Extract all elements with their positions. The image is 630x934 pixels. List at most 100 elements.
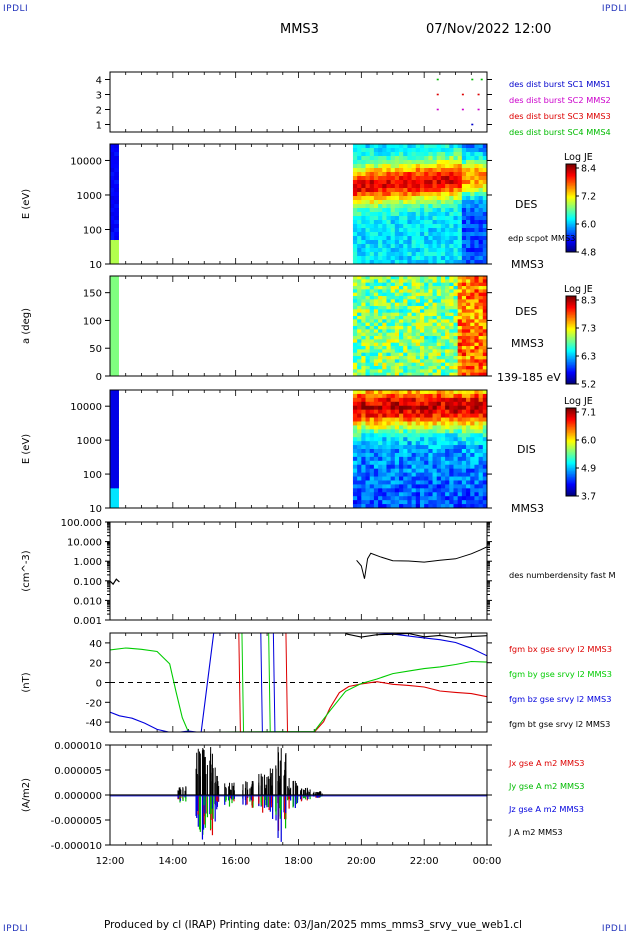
spectrogram-cell bbox=[114, 362, 119, 367]
spectrogram-cell bbox=[453, 276, 459, 280]
spectrogram-cell bbox=[424, 356, 429, 360]
colorbar-tick-label: 7.3 bbox=[581, 324, 596, 335]
spectrogram-cell bbox=[411, 342, 417, 347]
spectrogram-cell bbox=[424, 279, 429, 284]
spectrogram-cell bbox=[436, 184, 442, 189]
spectrogram-cell bbox=[411, 488, 417, 493]
spectrogram-cell bbox=[440, 492, 446, 497]
spectrogram-cell bbox=[369, 196, 375, 201]
spectrogram-cell bbox=[382, 296, 388, 300]
spectrogram-cell bbox=[373, 276, 379, 280]
spectrogram-cell bbox=[482, 228, 487, 233]
colorbar-strip bbox=[566, 181, 576, 184]
spectrogram-cell bbox=[369, 421, 375, 426]
spectrogram-cell bbox=[382, 188, 388, 193]
spectrogram-cell bbox=[407, 504, 413, 508]
spectrogram-cell bbox=[373, 236, 379, 241]
spectrogram-cell bbox=[445, 244, 450, 249]
spectrogram-cell bbox=[432, 312, 438, 317]
spectrogram-cell bbox=[470, 504, 476, 508]
spectrogram-cell bbox=[114, 441, 119, 446]
spectrogram-cell bbox=[432, 309, 438, 314]
spectrogram-cell bbox=[436, 220, 442, 225]
spectrogram-cell bbox=[365, 332, 371, 337]
spectrogram-cell bbox=[461, 224, 467, 229]
spectrogram-cell bbox=[386, 204, 392, 209]
spectrogram-cell bbox=[436, 456, 442, 462]
spectrogram-cell bbox=[440, 144, 446, 149]
spectrogram-cell bbox=[440, 299, 446, 304]
spectrogram-cell bbox=[436, 204, 442, 209]
spectrogram-cell bbox=[461, 336, 467, 340]
spectrogram-cell bbox=[361, 464, 367, 470]
spectrogram-cell bbox=[457, 299, 463, 304]
spectrogram-cell bbox=[114, 204, 119, 209]
spectrogram-cell bbox=[411, 480, 417, 485]
spectrogram-cell bbox=[470, 405, 476, 411]
spectrogram-cell bbox=[432, 232, 438, 237]
right-annotation: fgm by gse srvy l2 MMS3 bbox=[509, 669, 612, 679]
spectrogram-cell bbox=[453, 208, 459, 213]
spectrogram-cell bbox=[378, 336, 383, 340]
spectrogram-cell bbox=[399, 148, 404, 153]
spectrogram-cell bbox=[474, 184, 480, 189]
spectrogram-cell bbox=[453, 369, 459, 374]
spectrogram-cell bbox=[419, 236, 425, 241]
spectrogram-cell bbox=[386, 312, 392, 317]
spectrogram-cell bbox=[419, 289, 425, 294]
spectrogram-cell bbox=[394, 441, 400, 446]
spectrogram-cell bbox=[369, 445, 375, 450]
spectrogram-cell bbox=[394, 144, 400, 149]
spectrogram-cell bbox=[436, 276, 442, 280]
spectrogram-cell bbox=[478, 224, 484, 229]
spectrogram-cell bbox=[394, 302, 400, 307]
spectrogram-cell bbox=[373, 433, 379, 438]
spectrogram-cell bbox=[357, 252, 362, 257]
spectrogram-cell bbox=[470, 309, 476, 314]
spectrogram-cell bbox=[461, 359, 467, 364]
spectrogram-cell bbox=[386, 352, 392, 357]
spectrogram-cell bbox=[440, 359, 446, 364]
spectrogram-cell bbox=[403, 346, 409, 350]
spectrogram-cell bbox=[361, 405, 367, 411]
spectrogram-cell bbox=[369, 208, 375, 213]
spectrogram-cell bbox=[365, 452, 371, 458]
spectrogram-cell bbox=[470, 200, 476, 205]
spectrogram-cell bbox=[466, 480, 471, 485]
spectrogram-cell bbox=[457, 401, 463, 407]
spectrogram-cell bbox=[382, 256, 388, 261]
spectrogram-cell bbox=[470, 372, 476, 376]
spectrogram-cell bbox=[407, 390, 413, 395]
right-annotation: MMS3 bbox=[511, 258, 544, 271]
spectrogram-cell bbox=[399, 299, 404, 304]
colorbar-strip bbox=[566, 437, 576, 440]
spectrogram-cell bbox=[352, 292, 358, 297]
colorbar-strip bbox=[566, 165, 576, 168]
spectrogram-cell bbox=[424, 168, 429, 173]
colorbar-strip bbox=[566, 306, 576, 309]
field-jump bbox=[238, 633, 241, 732]
spectrogram-cell bbox=[419, 252, 425, 257]
spectrogram-cell bbox=[114, 372, 119, 376]
y-tick-label: 10000 bbox=[70, 156, 102, 167]
colorbar-strip bbox=[566, 491, 576, 494]
spectrogram-cell bbox=[419, 496, 425, 501]
spectrogram-cell bbox=[399, 252, 404, 257]
spectrogram-cell bbox=[470, 172, 476, 177]
spectrogram-cell bbox=[365, 168, 371, 173]
spectrogram-cell bbox=[373, 390, 379, 395]
spectrogram-cell bbox=[386, 220, 392, 225]
spectrogram-cell bbox=[482, 256, 487, 261]
spectrogram-cell bbox=[445, 306, 450, 310]
spectrogram-cell bbox=[470, 476, 476, 482]
spectrogram-cell bbox=[474, 433, 480, 438]
colorbar-strip bbox=[566, 215, 576, 218]
spectrogram-cell bbox=[474, 312, 480, 317]
spectrogram-cell bbox=[474, 144, 480, 149]
spectrogram-cell bbox=[453, 306, 459, 310]
spectrogram-cell bbox=[399, 393, 404, 399]
spectrogram-cell bbox=[436, 208, 442, 213]
spectrogram-cell bbox=[424, 336, 429, 340]
spectrogram-cell bbox=[394, 228, 400, 233]
